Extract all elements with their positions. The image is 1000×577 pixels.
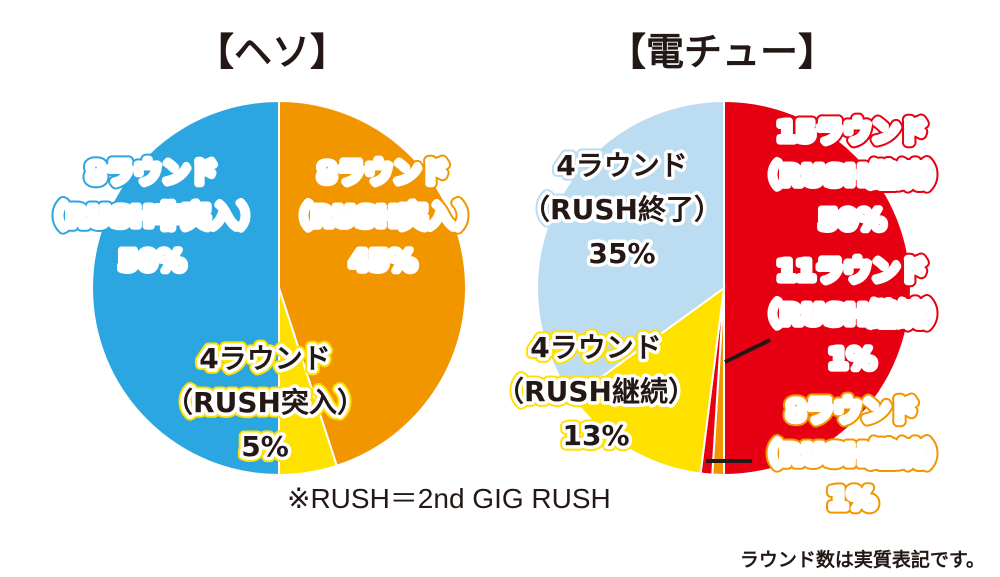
slice-sub: （RUSH継続） <box>752 298 952 331</box>
slice-sub: （RUSH継続） <box>496 375 696 408</box>
slice-label: 4ラウンド <box>199 342 330 375</box>
slice-value-text-halo: 5% <box>241 430 289 463</box>
slice-value-text-halo: 1% <box>828 482 876 515</box>
slice-sub: （RUSH突入） <box>165 386 365 419</box>
slice-sub-halo: （RUSH突入） <box>283 200 483 233</box>
slice-value-text-halo: 45% <box>349 244 416 277</box>
slice-value-text: 13% <box>562 419 629 452</box>
slice-value-text-halo: 50% <box>818 203 885 236</box>
rush-note: ※RUSH＝2nd GIG RUSH <box>287 483 611 514</box>
slice-value-text: 1% <box>828 342 876 375</box>
slice-sub-halo: （RUSH非突入） <box>38 200 266 233</box>
slice-label-halo: 8ラウンド <box>317 156 448 189</box>
slice-label-halo: 4ラウンド <box>530 331 661 364</box>
slice-sub: （RUSH突入） <box>283 200 483 233</box>
heso-title: 【ヘソ】 <box>196 30 348 74</box>
slice-sub-halo: （RUSH継続） <box>496 375 696 408</box>
slice-value-text: 5% <box>241 430 289 463</box>
slice-label-halo: 8ラウンド <box>786 394 917 427</box>
rounds-note: ラウンド数は実質表記です。 <box>740 548 985 571</box>
slice-label: 11ラウンド <box>777 254 928 287</box>
leader-line-0 <box>724 338 771 364</box>
slice-label-halo: 15ラウンド <box>777 115 928 148</box>
slice-sub-halo: （RUSH継続） <box>752 298 952 331</box>
slice-value-text: 1% <box>828 482 876 515</box>
heso-pie <box>91 99 467 477</box>
slice-sub-halo: （RUSH終了） <box>522 193 722 226</box>
slice-value-text-halo: 35% <box>588 237 655 270</box>
slice-label: 8ラウンド <box>86 156 217 189</box>
denchu-slice-3 <box>571 285 726 475</box>
slice-label: 4ラウンド <box>530 331 661 364</box>
slice-value-text-halo: 13% <box>562 419 629 452</box>
slice-label-halo: 8ラウンド <box>86 156 217 189</box>
slice-label: 8ラウンド <box>317 156 448 189</box>
denchu-slice-4 <box>536 99 725 400</box>
heso-slice-2 <box>91 99 280 477</box>
slice-label-halo: 4ラウンド <box>199 342 330 375</box>
denchu-pie <box>536 99 912 477</box>
slice-value-text-halo: 50% <box>118 244 185 277</box>
denchu-slice-0 <box>723 99 912 477</box>
slice-value-text: 45% <box>349 244 416 277</box>
slice-sub: （RUSH非突入） <box>38 200 266 233</box>
slice-label-halo: 11ラウンド <box>777 254 928 287</box>
slice-label-halo: 4ラウンド <box>556 149 687 182</box>
slice-sub-halo: （RUSH継続） <box>752 438 952 471</box>
slice-sub: （RUSH継続） <box>752 159 952 192</box>
heso-slice-0 <box>278 99 467 468</box>
slice-label: 15ラウンド <box>777 115 928 148</box>
slice-value-text-halo: 1% <box>828 342 876 375</box>
slice-label: 4ラウンド <box>556 149 687 182</box>
slice-labels: 8ラウンド8ラウンド（RUSH非突入）（RUSH非突入）50%50%8ラウンド8… <box>33 110 958 521</box>
slice-sub-halo: （RUSH突入） <box>165 386 365 419</box>
slice-sub-halo: （RUSH継続） <box>752 159 952 192</box>
slice-label: 8ラウンド <box>786 394 917 427</box>
slice-value-text: 35% <box>588 237 655 270</box>
slice-sub: （RUSH継続） <box>752 438 952 471</box>
denchu-title: 【電チュー】 <box>608 30 836 74</box>
slice-sub: （RUSH終了） <box>522 193 722 226</box>
slice-value-text: 50% <box>818 203 885 236</box>
slice-value-text: 50% <box>118 244 185 277</box>
leader-lines <box>706 338 771 463</box>
